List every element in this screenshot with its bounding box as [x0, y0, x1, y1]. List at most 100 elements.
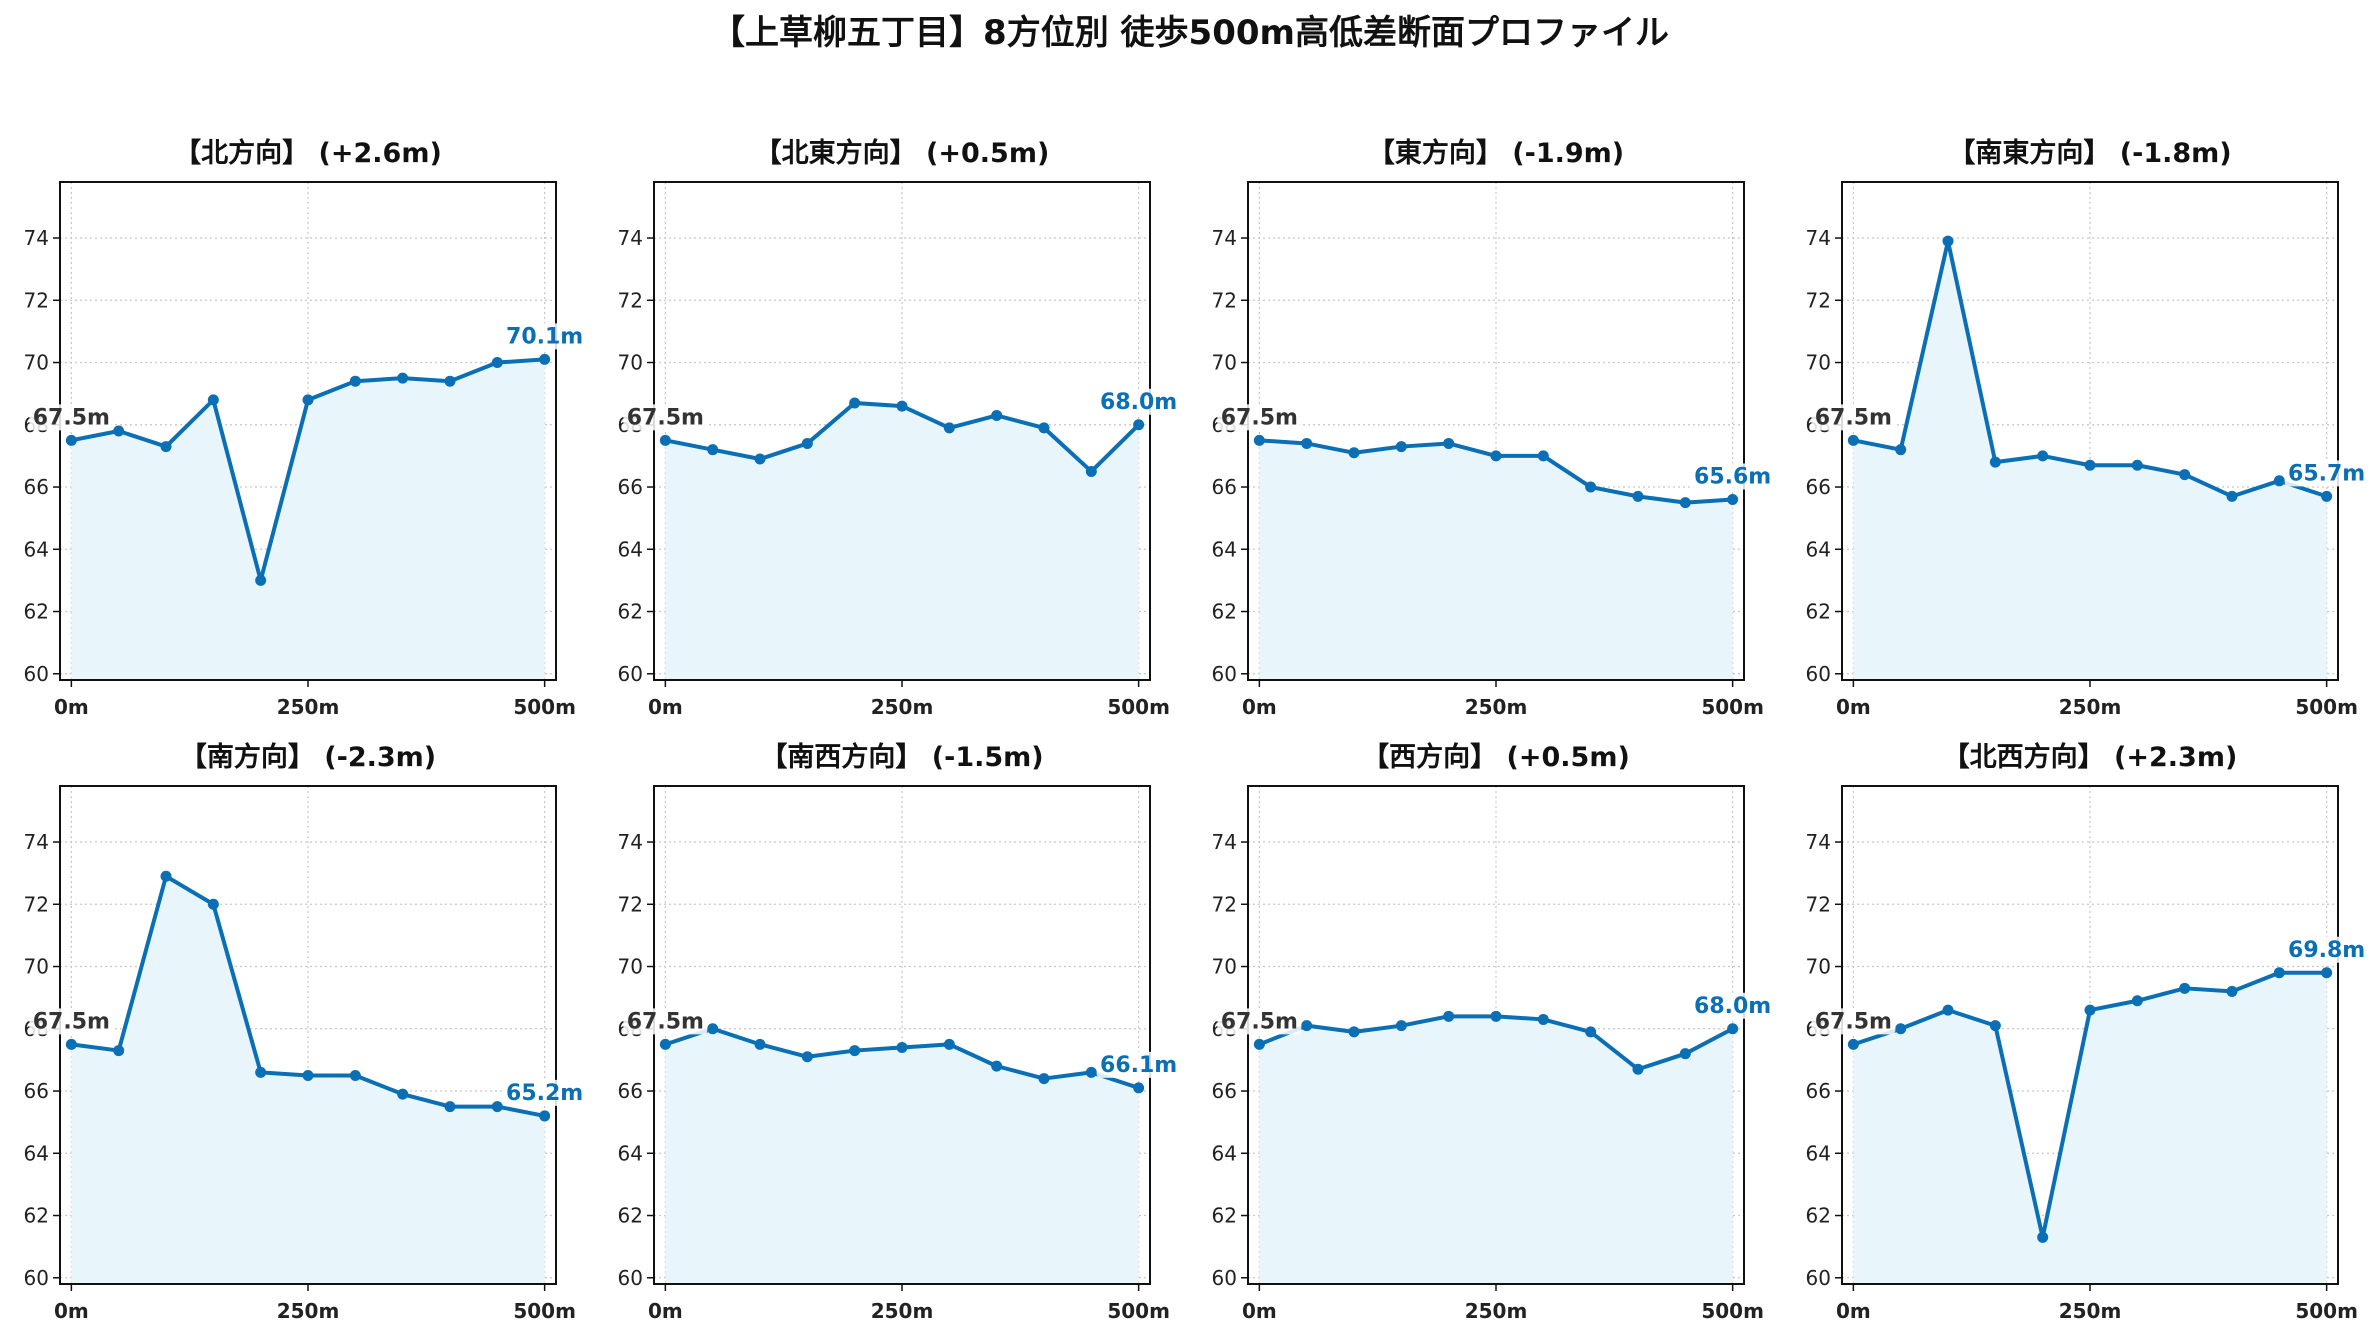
data-point [2321, 490, 2333, 502]
data-point [1085, 1066, 1097, 1078]
data-point [349, 375, 361, 387]
end-label-bg [1690, 992, 1775, 1019]
y-tick-label: 62 [1806, 600, 1831, 624]
end-label: 65.6m [1694, 464, 1771, 489]
data-point [943, 422, 955, 434]
x-tick-label: 500m [1701, 1299, 1764, 1323]
data-point [65, 434, 77, 446]
end-label-bg [2284, 460, 2369, 487]
x-tick-label: 500m [1107, 1299, 1170, 1323]
data-point [1085, 465, 1097, 477]
end-label-bg [2284, 936, 2369, 963]
data-point [2037, 450, 2049, 462]
data-point [539, 1110, 551, 1122]
data-point [1895, 444, 1907, 456]
end-label-bg [502, 323, 587, 350]
end-label-bg [1096, 388, 1181, 415]
y-tick-label: 66 [1806, 1079, 1831, 1103]
data-point [113, 425, 125, 437]
data-point [1490, 450, 1502, 462]
data-point [1395, 1020, 1407, 1032]
y-tick-label: 72 [1806, 892, 1831, 916]
data-point [1727, 1023, 1739, 1035]
data-point [1348, 1026, 1360, 1038]
area-fill [665, 1028, 1139, 1284]
area-fill [1259, 1016, 1733, 1284]
end-label: 66.1m [1100, 1053, 1177, 1078]
data-point [113, 1045, 125, 1057]
x-tick-label: 500m [1701, 695, 1764, 719]
x-tick-label: 250m [871, 695, 934, 719]
data-point [1585, 1026, 1597, 1038]
y-tick-label: 70 [1212, 351, 1237, 375]
end-label: 68.0m [1694, 994, 1771, 1019]
data-point [491, 357, 503, 369]
data-point [349, 1069, 361, 1081]
y-tick-label: 74 [618, 226, 643, 250]
data-point [1301, 1020, 1313, 1032]
x-tick-label: 250m [2059, 1299, 2122, 1323]
data-point [1989, 456, 2001, 468]
panel-title: 【東方向】 (-1.9m) [1368, 137, 1624, 169]
panel-grid: 【北方向】 (+2.6m)60626466687072740m250m500m6… [24, 137, 2369, 1323]
data-point [801, 437, 813, 449]
data-point [1443, 1010, 1455, 1022]
x-tick-label: 250m [1465, 695, 1528, 719]
data-point [444, 1101, 456, 1113]
x-tick-label: 0m [1242, 1299, 1277, 1323]
start-label-bg [29, 404, 114, 431]
data-point [991, 409, 1003, 421]
y-tick-label: 66 [618, 1079, 643, 1103]
x-tick-label: 0m [648, 1299, 683, 1323]
y-tick-label: 62 [1212, 600, 1237, 624]
data-point [707, 1023, 719, 1035]
y-tick-label: 72 [618, 892, 643, 916]
start-label: 67.5m [1221, 1009, 1298, 1034]
y-tick-label: 74 [618, 830, 643, 854]
data-point [207, 394, 219, 406]
y-tick-label: 60 [618, 662, 643, 686]
y-tick-label: 64 [1212, 537, 1237, 561]
data-point [659, 434, 671, 446]
end-label: 65.7m [2288, 461, 2365, 486]
y-tick-label: 66 [1212, 475, 1237, 499]
panel-title: 【南東方向】 (-1.8m) [1948, 137, 2231, 169]
y-tick-label: 70 [618, 955, 643, 979]
end-label: 70.1m [506, 324, 583, 349]
y-tick-label: 62 [618, 1204, 643, 1228]
data-point [896, 1041, 908, 1053]
chart-panel: 【南東方向】 (-1.8m)60626466687072740m250m500m… [1806, 137, 2369, 719]
y-tick-label: 60 [1806, 662, 1831, 686]
data-point [754, 453, 766, 465]
end-label-bg [502, 1079, 587, 1106]
data-point [2179, 469, 2191, 481]
x-tick-label: 0m [54, 1299, 89, 1323]
data-point [1395, 441, 1407, 453]
y-tick-label: 64 [1212, 1141, 1237, 1165]
chart-panel: 【南方向】 (-2.3m)60626466687072740m250m500m6… [24, 741, 587, 1323]
y-tick-label: 74 [1212, 830, 1237, 854]
x-tick-label: 500m [2295, 1299, 2358, 1323]
panel-title: 【北西方向】 (+2.3m) [1943, 741, 2238, 773]
y-tick-label: 74 [1806, 830, 1831, 854]
y-tick-label: 70 [24, 351, 49, 375]
start-label-bg [623, 1008, 708, 1035]
start-label: 67.5m [1815, 1009, 1892, 1034]
x-tick-label: 0m [1836, 1299, 1871, 1323]
start-label: 67.5m [33, 1009, 110, 1034]
y-tick-label: 70 [24, 955, 49, 979]
start-label: 67.5m [1221, 405, 1298, 430]
data-point [801, 1051, 813, 1063]
y-tick-label: 64 [1806, 1141, 1831, 1165]
data-point [1253, 434, 1265, 446]
y-tick-label: 64 [618, 537, 643, 561]
panel-title: 【北方向】 (+2.6m) [174, 137, 442, 169]
y-tick-label: 70 [1806, 351, 1831, 375]
x-tick-label: 250m [277, 695, 340, 719]
data-point [1133, 419, 1145, 431]
y-tick-label: 72 [618, 288, 643, 312]
chart-panel: 【北方向】 (+2.6m)60626466687072740m250m500m6… [24, 137, 587, 719]
y-tick-label: 62 [24, 1204, 49, 1228]
data-point [1895, 1023, 1907, 1035]
